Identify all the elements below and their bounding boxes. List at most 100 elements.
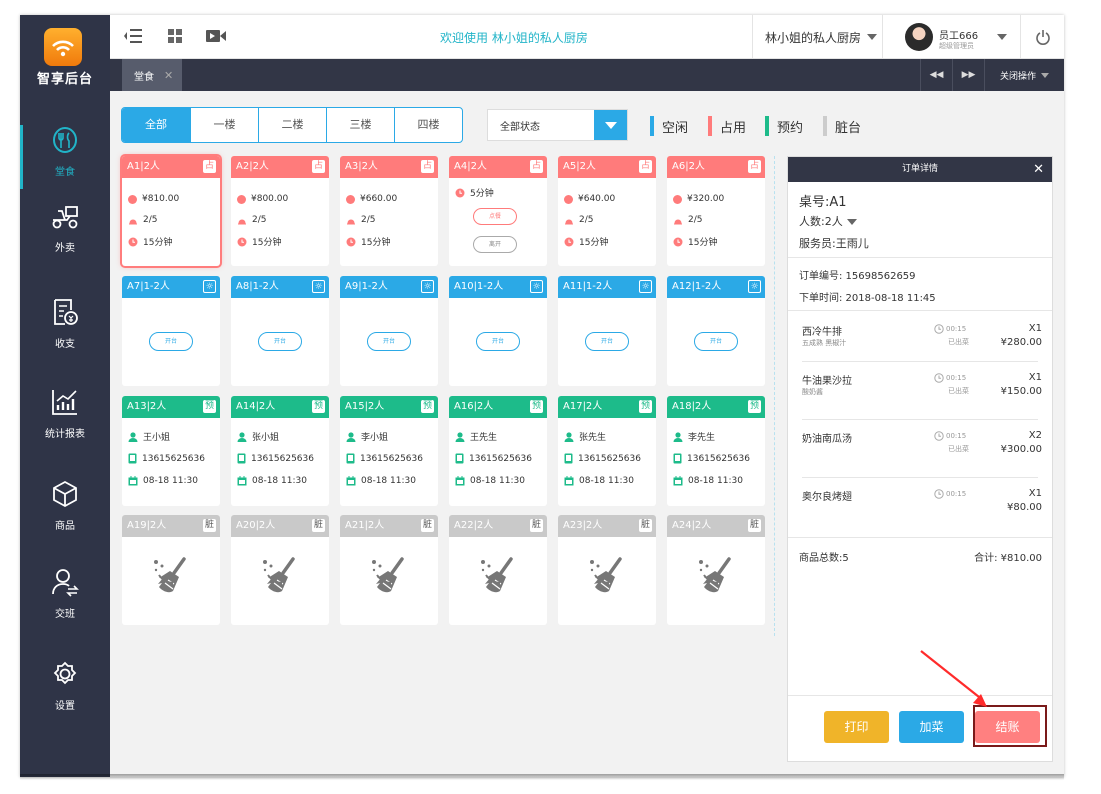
table-info-row: 13615625636 — [237, 453, 314, 464]
legend-label: 占用 — [720, 120, 747, 136]
table-card-free[interactable]: A8|1-2人 ☼ 开台 — [231, 276, 329, 386]
calendar-icon — [237, 476, 247, 486]
table-name: A12|1-2人 — [672, 281, 722, 292]
close-icon[interactable]: ✕ — [1033, 162, 1044, 177]
table-card-reserved[interactable]: A18|2人 预李先生 13615625636 08-18 11:30 — [667, 396, 765, 506]
status-filter-value: 全部状态 — [500, 121, 540, 133]
table-name: A17|2人 — [563, 401, 603, 412]
table-card-dirty[interactable]: A23|2人 脏 — [558, 515, 656, 625]
table-card-occupied[interactable]: A3|2人 占 ¥660.00 2/5 15分钟 — [340, 156, 438, 266]
order-guests[interactable]: 人数:2人 — [799, 213, 857, 229]
item-name: 西冷牛排 — [802, 327, 842, 338]
video-camera-icon[interactable] — [204, 26, 228, 50]
clock-icon — [346, 237, 356, 247]
table-name: A23|2人 — [563, 520, 603, 531]
status-badge: 脏 — [748, 519, 761, 532]
sidebar-item-dine-in[interactable]: 堂食 — [20, 111, 110, 203]
grid-view-icon[interactable] — [166, 26, 184, 50]
store-selector[interactable]: 林小姐的私人厨房 — [752, 15, 882, 59]
table-card-free[interactable]: A12|1-2人 ☼ 开台 — [667, 276, 765, 386]
table-card-occupied[interactable]: A1|2人 占 ¥810.00 2/5 15分钟 — [122, 156, 220, 266]
broom-icon — [478, 557, 518, 603]
open-table-button[interactable]: 开台 — [149, 332, 193, 351]
item-price: ¥80.00 — [1007, 502, 1042, 513]
table-card-header: A5|2人 占 — [558, 156, 656, 178]
table-card-dirty[interactable]: A22|2人 脏 — [449, 515, 547, 625]
open-table-button[interactable]: 开台 — [258, 332, 302, 351]
sidebar-item-settings[interactable]: 设置 — [20, 659, 110, 751]
status-badge: 脏 — [530, 519, 543, 532]
scroll-left-button[interactable]: ◀◀ — [920, 59, 952, 91]
open-table-button[interactable]: 开台 — [694, 332, 738, 351]
floor-tab-1[interactable]: 一楼 — [190, 108, 258, 142]
table-card-reserved[interactable]: A17|2人 预张先生 13615625636 08-18 11:30 — [558, 396, 656, 506]
floor-tab-3[interactable]: 三楼 — [326, 108, 394, 142]
table-card-dirty[interactable]: A21|2人 脏 — [340, 515, 438, 625]
status-badge: 脏 — [421, 519, 434, 532]
avatar — [905, 23, 933, 51]
table-card-free[interactable]: A10|1-2人 ☼ 开台 — [449, 276, 547, 386]
legend-occupied: 占用 — [708, 116, 746, 136]
sidebar-item-delivery[interactable]: 外卖 — [20, 203, 110, 295]
sidebar-item-reports[interactable]: 统计报表 — [20, 387, 110, 479]
item-state: 已出菜 — [948, 338, 969, 346]
table-card-header: A16|2人 预 — [449, 396, 547, 418]
free-status-icon: ☼ — [421, 280, 434, 293]
product-box-icon — [53, 480, 77, 508]
order-button[interactable]: 点餐 — [473, 208, 517, 225]
floor-tab-4[interactable]: 四楼 — [394, 108, 462, 142]
table-card-occupied[interactable]: A5|2人 占 ¥640.00 2/5 15分钟 — [558, 156, 656, 266]
item-price: ¥150.00 — [1000, 386, 1042, 397]
leave-button[interactable]: 离开 — [473, 236, 517, 253]
sidebar-item-products[interactable]: 商品 — [20, 479, 110, 571]
clock-icon — [455, 188, 465, 198]
info-text: 李先生 — [688, 433, 716, 443]
table-card-free[interactable]: A9|1-2人 ☼ 开台 — [340, 276, 438, 386]
table-card-dirty[interactable]: A24|2人 脏 — [667, 515, 765, 625]
open-table-button[interactable]: 开台 — [585, 332, 629, 351]
floor-tab-2[interactable]: 二楼 — [258, 108, 326, 142]
user-menu[interactable]: 员工666 超级管理员 — [882, 15, 1020, 59]
info-text: 13615625636 — [578, 453, 641, 464]
tab-dine-in[interactable]: 堂食 ✕ — [122, 59, 182, 91]
table-card-dirty[interactable]: A20|2人 脏 — [231, 515, 329, 625]
table-name: A7|1-2人 — [127, 281, 170, 292]
table-card-free[interactable]: A7|1-2人 ☼ 开台 — [122, 276, 220, 386]
table-card-reserved[interactable]: A16|2人 预王先生 13615625636 08-18 11:30 — [449, 396, 547, 506]
open-table-button[interactable]: 开台 — [476, 332, 520, 351]
table-card-occupied[interactable]: A2|2人 占 ¥800.00 2/5 15分钟 — [231, 156, 329, 266]
table-info-row: ¥320.00 — [673, 194, 724, 204]
phone-icon — [346, 453, 355, 464]
open-table-button[interactable]: 开台 — [367, 332, 411, 351]
table-card-dirty[interactable]: A19|2人 脏 — [122, 515, 220, 625]
collapse-menu-icon[interactable] — [122, 26, 144, 50]
close-operations-button[interactable]: 关闭操作 — [984, 59, 1064, 91]
info-text: 13615625636 — [251, 453, 314, 464]
status-filter-select[interactable]: 全部状态 — [487, 109, 628, 141]
table-name: A5|2人 — [563, 161, 596, 172]
power-button[interactable] — [1020, 15, 1064, 59]
sidebar-item-shift[interactable]: 交班 — [20, 567, 110, 659]
table-card-free[interactable]: A11|1-2人 ☼ 开台 — [558, 276, 656, 386]
checkout-button[interactable]: 结账 — [975, 711, 1040, 743]
table-card-occupied[interactable]: A4|2人 占 5分钟点餐离开 — [449, 156, 547, 266]
table-card-header: A23|2人 脏 — [558, 515, 656, 537]
caret-down-icon — [997, 34, 1007, 40]
order-total-amount: 合计: ¥810.00 — [974, 553, 1042, 564]
logo-icon — [44, 28, 82, 66]
scroll-right-button[interactable]: ▶▶ — [952, 59, 984, 91]
floor-tab-all[interactable]: 全部 — [122, 108, 190, 142]
table-info-row: 15分钟 — [128, 235, 172, 248]
add-dish-button[interactable]: 加菜 — [899, 711, 964, 743]
info-text: 2/5 — [688, 215, 703, 225]
close-icon[interactable]: ✕ — [164, 68, 174, 82]
table-card-occupied[interactable]: A6|2人 占 ¥320.00 2/5 15分钟 — [667, 156, 765, 266]
table-card-reserved[interactable]: A13|2人 预王小姐 13615625636 08-18 11:30 — [122, 396, 220, 506]
table-card-header: A4|2人 占 — [449, 156, 547, 178]
table-card-reserved[interactable]: A14|2人 预张小姐 13615625636 08-18 11:30 — [231, 396, 329, 506]
table-card-reserved[interactable]: A15|2人 预李小姐 13615625636 08-18 11:30 — [340, 396, 438, 506]
info-text: 5分钟 — [470, 189, 494, 199]
print-button[interactable]: 打印 — [824, 711, 889, 743]
table-card-header: A6|2人 占 — [667, 156, 765, 178]
sidebar-item-finance[interactable]: 收支 — [20, 297, 110, 389]
